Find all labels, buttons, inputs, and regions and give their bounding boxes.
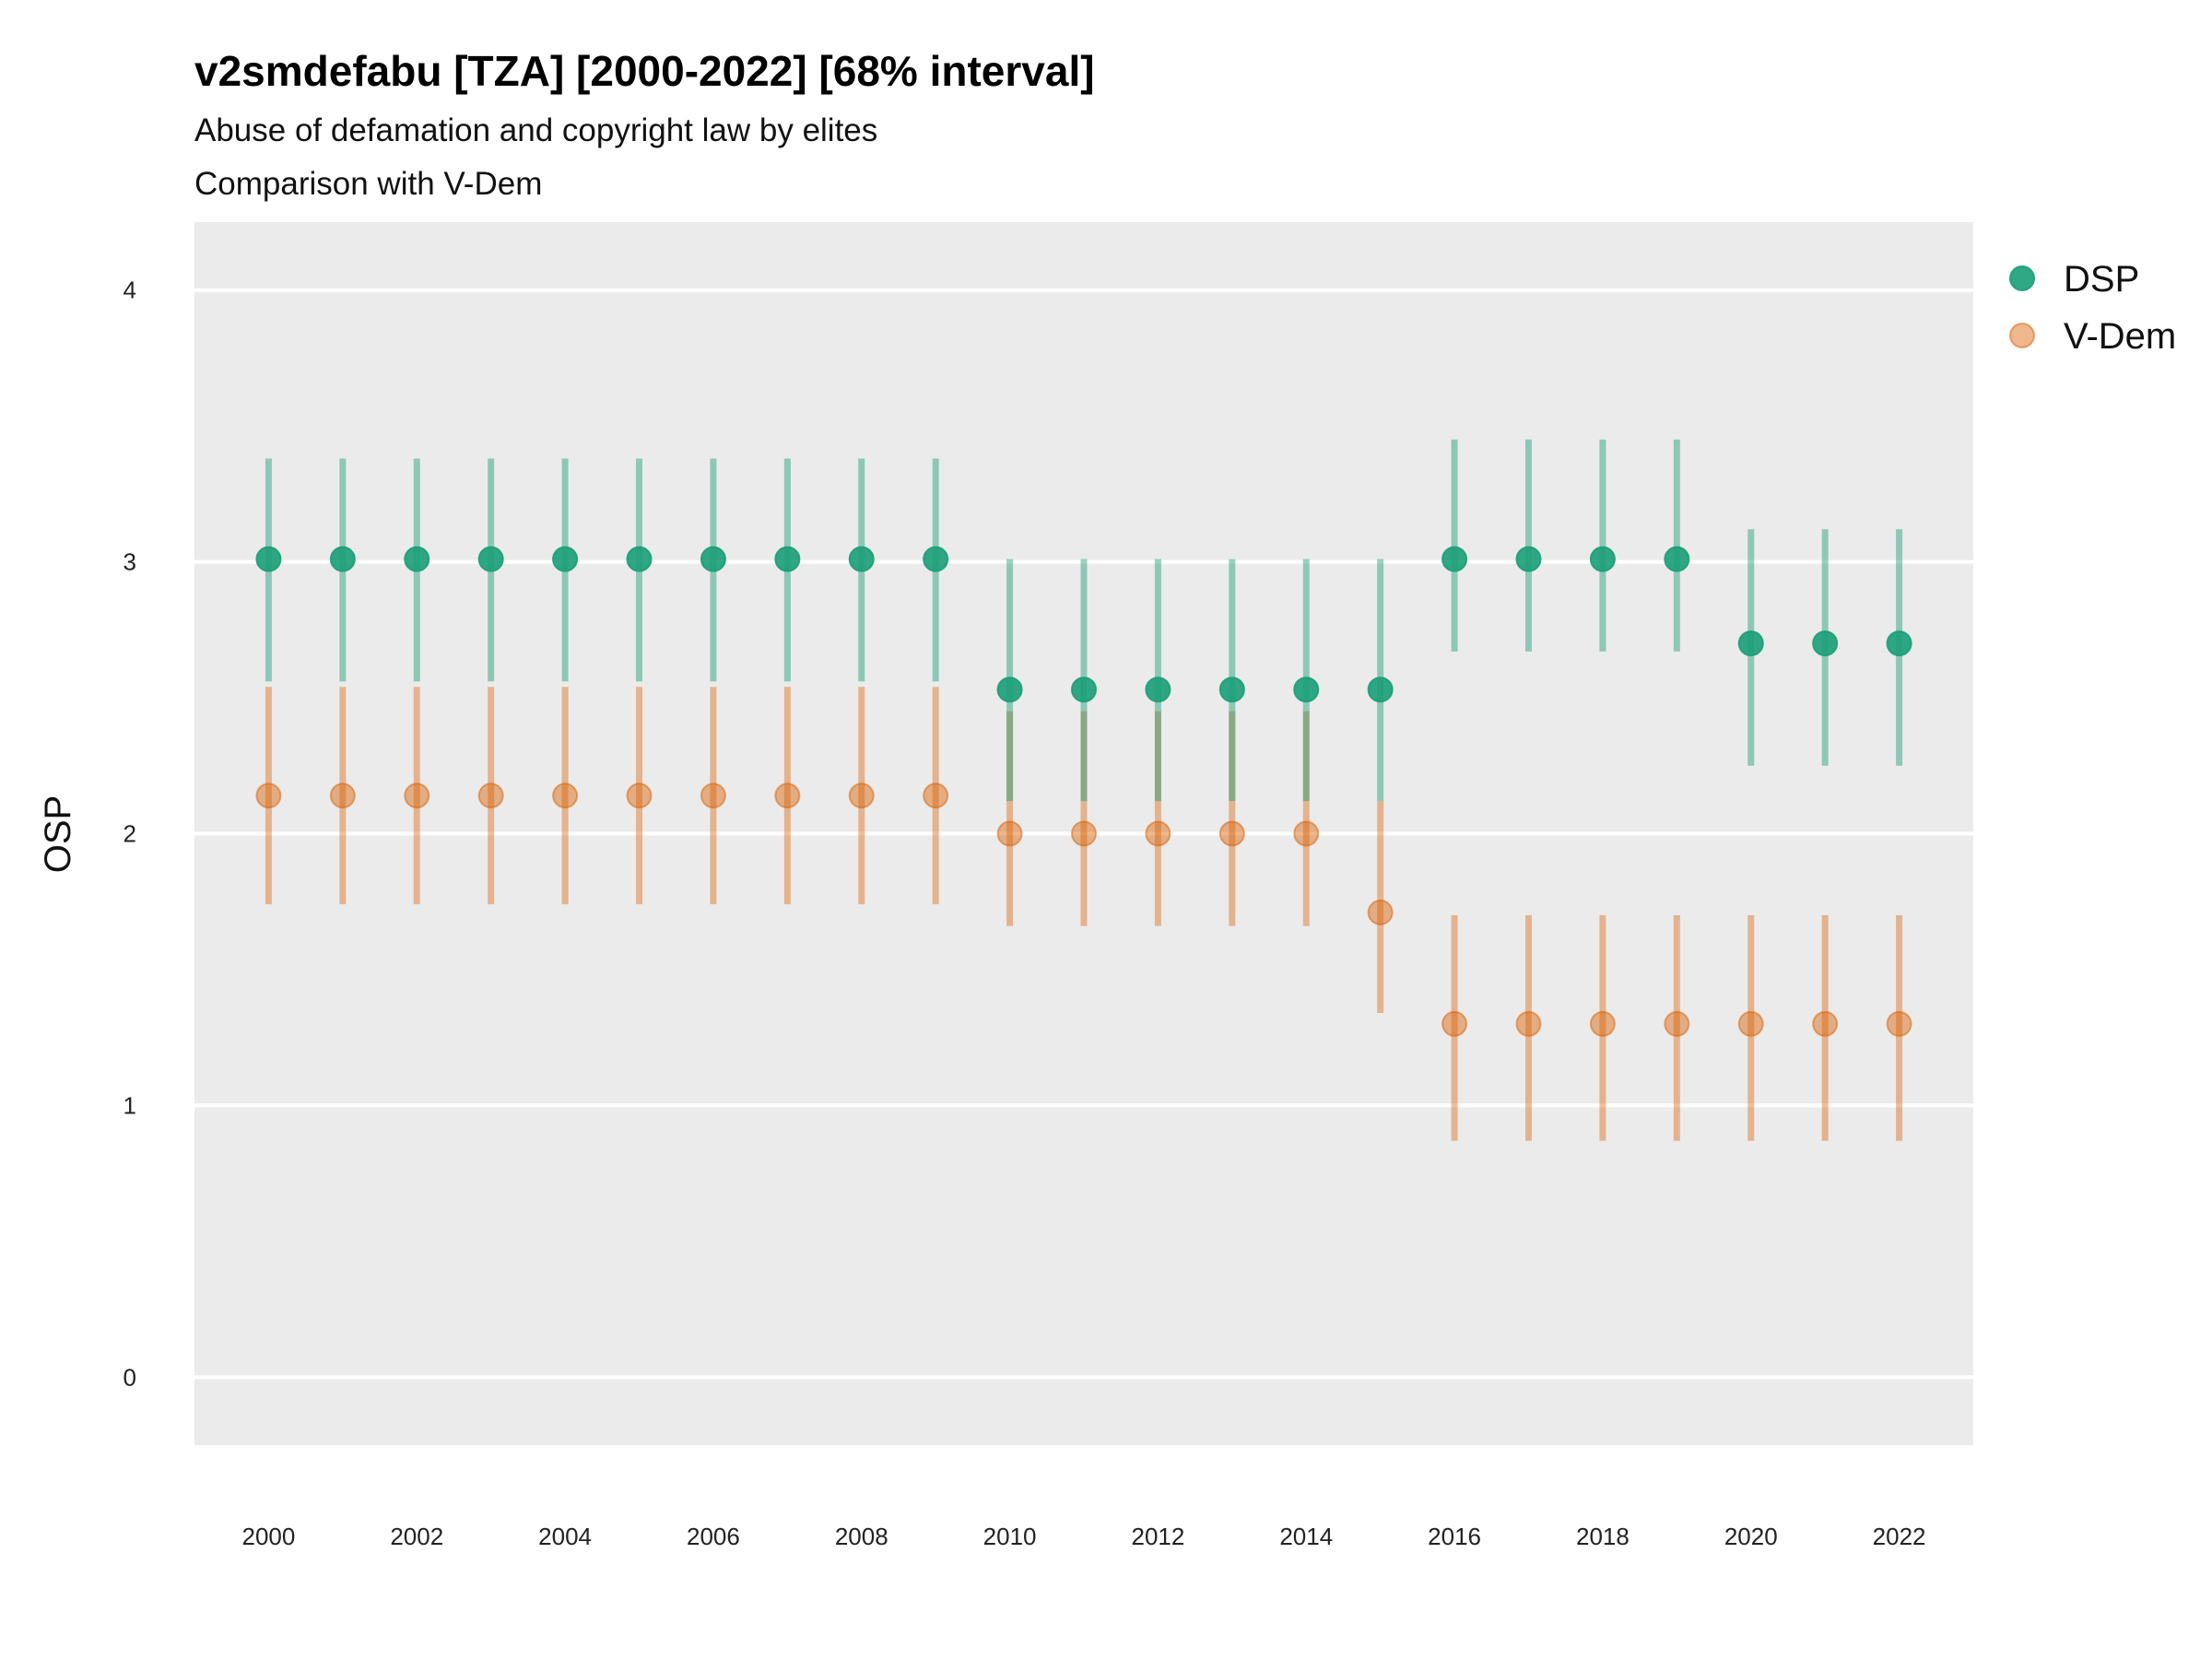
legend-key-v-dem	[2009, 323, 2035, 348]
x-tick-label: 2016	[1428, 1523, 1481, 1550]
y-axis-title: OSP	[38, 795, 78, 873]
legend-label-v-dem: V-Dem	[2064, 316, 2176, 357]
chart-subtitle: Abuse of defamation and copyright law by…	[194, 112, 877, 148]
point-dsp	[329, 546, 356, 572]
point-v-dem	[1145, 820, 1171, 847]
point-v-dem	[552, 782, 579, 809]
x-tick-label: 2010	[983, 1523, 1037, 1550]
point-v-dem	[477, 782, 504, 809]
point-v-dem	[774, 782, 801, 809]
point-v-dem	[996, 820, 1023, 847]
x-tick-label: 2008	[835, 1523, 888, 1550]
x-tick-label: 2020	[1724, 1523, 1778, 1550]
point-dsp	[1071, 677, 1097, 703]
point-dsp	[1441, 546, 1468, 572]
data-points	[255, 546, 1912, 1037]
point-v-dem	[1071, 820, 1097, 847]
point-dsp	[996, 677, 1023, 703]
x-tick-label: 2002	[390, 1523, 443, 1550]
point-dsp	[1145, 677, 1171, 703]
point-dsp	[700, 546, 726, 572]
point-v-dem	[404, 782, 430, 809]
point-dsp	[923, 546, 949, 572]
point-dsp	[477, 546, 504, 572]
point-v-dem	[923, 782, 949, 809]
x-tick-label: 2004	[538, 1523, 592, 1550]
point-v-dem	[1886, 1010, 1912, 1037]
point-dsp	[404, 546, 430, 572]
point-v-dem	[1515, 1010, 1542, 1037]
y-tick-label: 1	[124, 1091, 136, 1119]
x-tick-label: 2000	[241, 1523, 295, 1550]
point-dsp	[626, 546, 653, 572]
y-tick-label: 0	[124, 1363, 136, 1391]
x-tick-label: 2012	[1131, 1523, 1184, 1550]
point-v-dem	[1293, 820, 1320, 847]
x-tick-label: 2022	[1873, 1523, 1926, 1550]
point-dsp	[1367, 677, 1394, 703]
point-v-dem	[1737, 1010, 1764, 1037]
point-dsp	[1664, 546, 1690, 572]
legend-key-dsp	[2009, 265, 2035, 291]
y-tick-label: 4	[124, 276, 136, 304]
y-tick-labels: 0 1 2 3 4	[124, 276, 136, 1392]
point-dsp	[1886, 630, 1912, 657]
point-dsp	[1812, 630, 1839, 657]
y-tick-label: 2	[124, 820, 136, 848]
point-v-dem	[1589, 1010, 1616, 1037]
legend: DSP V-Dem	[2009, 259, 2176, 357]
point-dsp	[1218, 677, 1245, 703]
legend-label-dsp: DSP	[2064, 259, 2139, 300]
point-v-dem	[1218, 820, 1245, 847]
x-tick-label: 2006	[687, 1523, 740, 1550]
point-dsp	[1589, 546, 1616, 572]
point-dsp	[774, 546, 801, 572]
point-dsp	[848, 546, 875, 572]
point-dsp	[552, 546, 579, 572]
point-dsp	[1737, 630, 1764, 657]
point-dsp	[255, 546, 282, 572]
point-v-dem	[700, 782, 726, 809]
point-v-dem	[329, 782, 356, 809]
point-v-dem	[1812, 1010, 1839, 1037]
point-dsp	[1515, 546, 1542, 572]
y-tick-label: 3	[124, 548, 136, 576]
chart-caption-line: Comparison with V-Dem	[194, 166, 542, 202]
chart-title: v2smdefabu [TZA] [2000-2022] [68% interv…	[194, 47, 1095, 95]
point-v-dem	[626, 782, 653, 809]
point-v-dem	[1367, 900, 1394, 926]
x-tick-labels: 2000 2002 2004 2006 2008 2010 2012 2014 2016 2018…	[241, 1523, 1925, 1550]
interval-bars	[265, 439, 1903, 1141]
x-tick-label: 2014	[1279, 1523, 1333, 1550]
point-v-dem	[255, 782, 282, 809]
point-v-dem	[848, 782, 875, 809]
point-v-dem	[1664, 1010, 1690, 1037]
point-v-dem	[1441, 1010, 1468, 1037]
x-tick-label: 2018	[1576, 1523, 1630, 1550]
point-dsp	[1293, 677, 1320, 703]
